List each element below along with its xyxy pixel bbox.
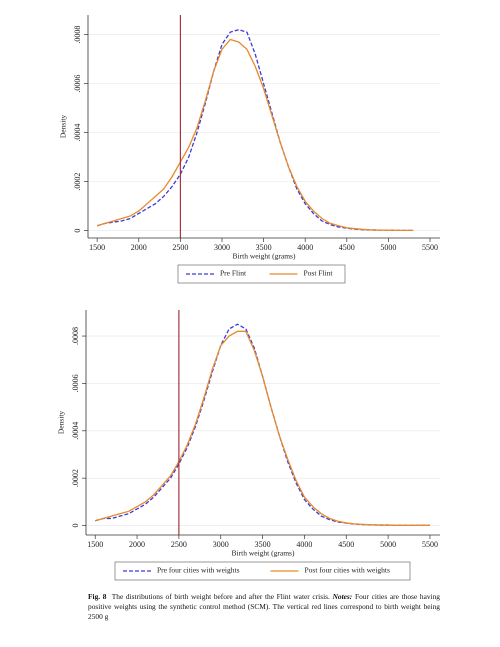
x-axis-label: Birth weight (grams) (232, 549, 295, 558)
y-tick-label: 0 (73, 229, 82, 233)
caption-notes: Four cities are those having positive we… (88, 592, 440, 621)
y-tick-label: .0004 (73, 124, 82, 142)
x-tick-label: 4000 (296, 540, 312, 549)
y-tick-label: 0 (71, 524, 80, 528)
x-tick-label: 4500 (339, 243, 355, 252)
y-tick-label: .0002 (73, 173, 82, 191)
x-tick-label: 5500 (422, 243, 438, 252)
series-line (96, 29, 414, 232)
y-tick-label: .0006 (73, 75, 82, 93)
series-line (96, 38, 414, 232)
legend-box (114, 561, 411, 581)
y-tick-label: .0006 (71, 374, 80, 392)
series-line (95, 330, 430, 526)
legend-label: Post four cities with weights (305, 566, 390, 575)
x-tick-label: 2000 (131, 243, 147, 252)
x-tick-label: 2500 (171, 540, 187, 549)
caption-label: Fig. 8 (88, 592, 107, 601)
x-tick-label: 4000 (297, 243, 313, 252)
x-tick-label: 2000 (129, 540, 145, 549)
caption: Fig. 8 The distributions of birth weight… (88, 592, 440, 622)
y-tick-label: .0004 (71, 422, 80, 440)
x-tick-label: 3500 (255, 540, 271, 549)
x-tick-label: 4500 (338, 540, 354, 549)
legend-label: Pre Flint (220, 269, 247, 278)
x-tick-label: 3000 (214, 243, 230, 252)
legend-label: Pre four cities with weights (157, 566, 240, 575)
x-tick-label: 3500 (256, 243, 272, 252)
x-tick-label: 2500 (172, 243, 188, 252)
y-axis-label: Density (59, 115, 68, 139)
legend-label: Post Flint (304, 269, 334, 278)
legend-box (177, 264, 346, 284)
x-tick-label: 1500 (89, 243, 105, 252)
y-tick-label: .0002 (71, 469, 80, 487)
y-tick-label: .0008 (71, 327, 80, 345)
series-line (95, 323, 430, 526)
y-axis-label: Density (57, 411, 66, 435)
y-tick-label: .0008 (73, 26, 82, 44)
x-tick-label: 5000 (380, 540, 396, 549)
x-axis-label: Birth weight (grams) (233, 252, 296, 261)
caption-notes-label: Notes: (332, 592, 353, 601)
figure: 0 .0002 .0004 .0006 .0008 1500 2000 2500 3000 350… (57, 15, 440, 581)
x-tick-label: 3000 (213, 540, 229, 549)
x-tick-label: 5000 (380, 243, 396, 252)
x-tick-label: 5500 (422, 540, 438, 549)
x-tick-label: 1500 (87, 540, 103, 549)
caption-text: The distributions of birth weight before… (111, 592, 330, 601)
